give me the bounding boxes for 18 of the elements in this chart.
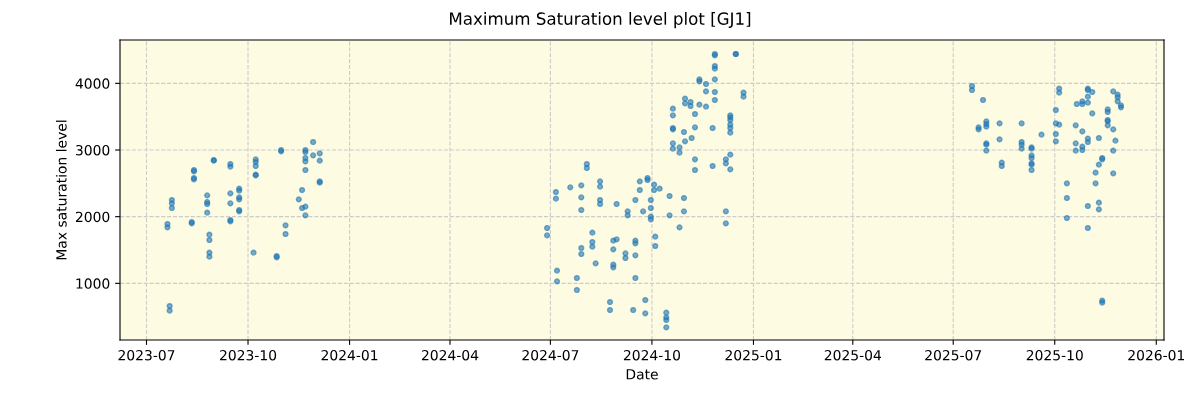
y-tick-label: 2000 [75, 211, 110, 223]
y-tick-label: 3000 [75, 144, 110, 156]
y-tick-label: 4000 [75, 78, 110, 89]
x-tick-label: 2024-10 [623, 349, 681, 361]
y-axis-title: Max saturation level [55, 120, 67, 260]
x-tick-label: 2025-01 [725, 349, 782, 361]
x-tick-label: 2025-07 [925, 349, 982, 361]
x-axis-title: Date [626, 369, 658, 380]
x-tick-label: 2026-01 [1128, 349, 1185, 361]
x-tick-label: 2024-01 [321, 349, 378, 361]
x-tick-label: 2023-07 [118, 349, 175, 361]
x-tick-label: 2024-04 [421, 349, 479, 361]
x-tick-label: 2024-07 [522, 349, 579, 361]
x-tick-label: 2025-04 [824, 349, 882, 361]
y-tick-label: 1000 [76, 278, 110, 289]
x-tick-label: 2025-10 [1026, 349, 1083, 361]
x-tick-label: 2023-10 [220, 349, 277, 361]
chart-title: Maximum Saturation level plot [GJ1] [450, 12, 751, 29]
